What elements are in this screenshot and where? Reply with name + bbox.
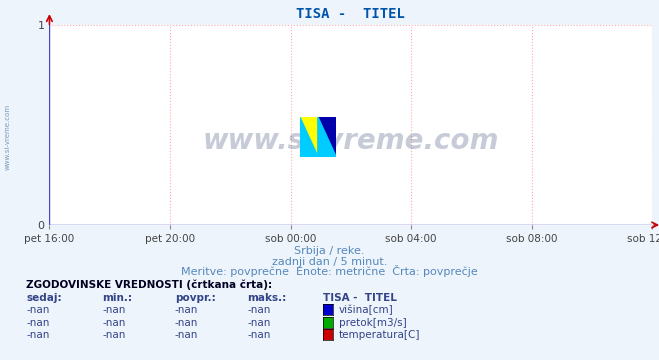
Text: -nan: -nan (26, 305, 49, 315)
Text: TISA -  TITEL: TISA - TITEL (323, 293, 397, 303)
Text: -nan: -nan (247, 305, 270, 315)
Text: maks.:: maks.: (247, 293, 287, 303)
Polygon shape (318, 117, 336, 157)
Text: -nan: -nan (102, 330, 125, 341)
Text: Meritve: povprečne  Enote: metrične  Črta: povprečje: Meritve: povprečne Enote: metrične Črta:… (181, 265, 478, 278)
Text: Srbija / reke.: Srbija / reke. (295, 246, 364, 256)
Text: -nan: -nan (102, 305, 125, 315)
Polygon shape (318, 117, 336, 157)
Text: min.:: min.: (102, 293, 132, 303)
Text: -nan: -nan (26, 330, 49, 341)
Polygon shape (300, 117, 318, 157)
Text: temperatura[C]: temperatura[C] (339, 330, 420, 341)
Text: -nan: -nan (247, 330, 270, 341)
Text: -nan: -nan (175, 330, 198, 341)
Text: -nan: -nan (175, 318, 198, 328)
Text: višina[cm]: višina[cm] (339, 305, 393, 315)
Text: www.si-vreme.com: www.si-vreme.com (5, 104, 11, 170)
Title: TISA -  TITEL: TISA - TITEL (297, 7, 405, 21)
Text: sedaj:: sedaj: (26, 293, 62, 303)
Text: ZGODOVINSKE VREDNOSTI (črtkana črta):: ZGODOVINSKE VREDNOSTI (črtkana črta): (26, 279, 272, 290)
Text: povpr.:: povpr.: (175, 293, 215, 303)
Text: zadnji dan / 5 minut.: zadnji dan / 5 minut. (272, 257, 387, 267)
Text: www.si-vreme.com: www.si-vreme.com (203, 127, 499, 155)
Polygon shape (300, 117, 318, 157)
Text: pretok[m3/s]: pretok[m3/s] (339, 318, 407, 328)
Text: -nan: -nan (175, 305, 198, 315)
Text: -nan: -nan (102, 318, 125, 328)
Text: -nan: -nan (247, 318, 270, 328)
Text: -nan: -nan (26, 318, 49, 328)
